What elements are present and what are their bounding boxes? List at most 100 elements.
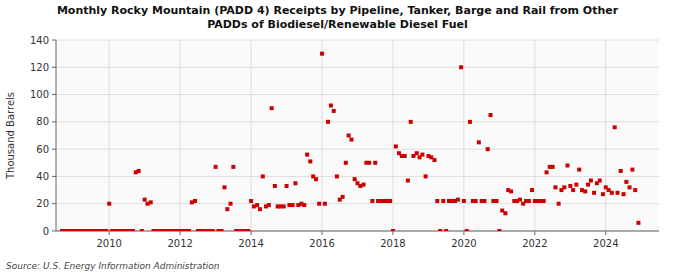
x-tick [463, 231, 464, 235]
y-axis-label: Thousand Barrels [5, 92, 16, 180]
point [273, 184, 277, 188]
point [495, 199, 499, 203]
y-tick-label: 40 [36, 171, 49, 182]
point [222, 185, 226, 189]
point [633, 188, 637, 192]
point [415, 151, 419, 155]
point [282, 204, 286, 208]
point [406, 179, 410, 183]
point [305, 153, 309, 157]
point [131, 229, 135, 231]
point [373, 161, 377, 165]
x-tick [180, 231, 181, 235]
x-tick-label: 2014 [238, 238, 263, 249]
point [601, 192, 605, 196]
point [438, 229, 442, 231]
point [503, 211, 507, 215]
y-tick [52, 149, 56, 150]
point [424, 174, 428, 178]
point [353, 177, 357, 181]
x-grid-line [392, 40, 393, 231]
x-axis-line [56, 231, 659, 232]
point [592, 191, 596, 195]
point [613, 125, 617, 129]
point [367, 161, 371, 165]
point [474, 199, 478, 203]
point [104, 229, 108, 231]
y-tick-label: 80 [36, 116, 49, 127]
y-tick [52, 203, 56, 204]
y-tick-label: 140 [30, 35, 49, 46]
point [267, 203, 271, 207]
point [225, 207, 229, 211]
point [497, 229, 501, 231]
point [456, 198, 460, 202]
grid [56, 40, 659, 231]
x-tick-label: 2012 [167, 238, 192, 249]
point [565, 164, 569, 168]
y-tick-label: 0 [43, 226, 49, 237]
point [314, 177, 318, 181]
x-tick-label: 2018 [380, 238, 405, 249]
point [249, 199, 253, 203]
point [409, 120, 413, 124]
point [542, 199, 546, 203]
point [193, 199, 197, 203]
point [291, 203, 295, 207]
x-tick [605, 231, 606, 235]
y-tick-label: 120 [30, 62, 49, 73]
point [388, 199, 392, 203]
x-tick [392, 231, 393, 235]
point [630, 168, 634, 172]
point [107, 202, 111, 206]
point [562, 185, 566, 189]
y-grid-line [56, 67, 659, 68]
point [370, 199, 374, 203]
point [586, 183, 590, 187]
point [574, 183, 578, 187]
point [344, 161, 348, 165]
x-tick [251, 231, 252, 235]
y-grid-line [56, 121, 659, 122]
point [349, 138, 353, 142]
point [335, 174, 339, 178]
point [231, 165, 235, 169]
x-tick-label: 2024 [593, 238, 618, 249]
point [610, 191, 614, 195]
point [255, 203, 259, 207]
point [553, 185, 557, 189]
source-note: Source: U.S. Energy Information Administ… [6, 261, 220, 271]
point [557, 202, 561, 206]
y-grid-line [56, 149, 659, 150]
point [258, 207, 262, 211]
x-grid-line [322, 40, 323, 231]
point [482, 199, 486, 203]
point [462, 199, 466, 203]
x-grid-line [180, 40, 181, 231]
point [435, 199, 439, 203]
point [615, 191, 619, 195]
point [622, 192, 626, 196]
point [308, 159, 312, 163]
x-grid-line [605, 40, 606, 231]
point [323, 202, 327, 206]
point [140, 229, 144, 231]
y-grid-line [56, 40, 659, 41]
point [628, 185, 632, 189]
point [571, 188, 575, 192]
point [229, 202, 233, 206]
point [362, 183, 366, 187]
point [403, 154, 407, 158]
points [60, 52, 640, 231]
x-tick [109, 231, 110, 235]
point [465, 229, 469, 231]
point [477, 140, 481, 144]
plot-area [56, 40, 659, 231]
title: Monthly Rocky Mountain (PADD 4) Receipts… [57, 4, 619, 31]
y-tick [52, 121, 56, 122]
point [518, 198, 522, 202]
point [211, 229, 215, 231]
y-tick [52, 94, 56, 95]
point [527, 199, 531, 203]
y-tick [52, 40, 56, 41]
